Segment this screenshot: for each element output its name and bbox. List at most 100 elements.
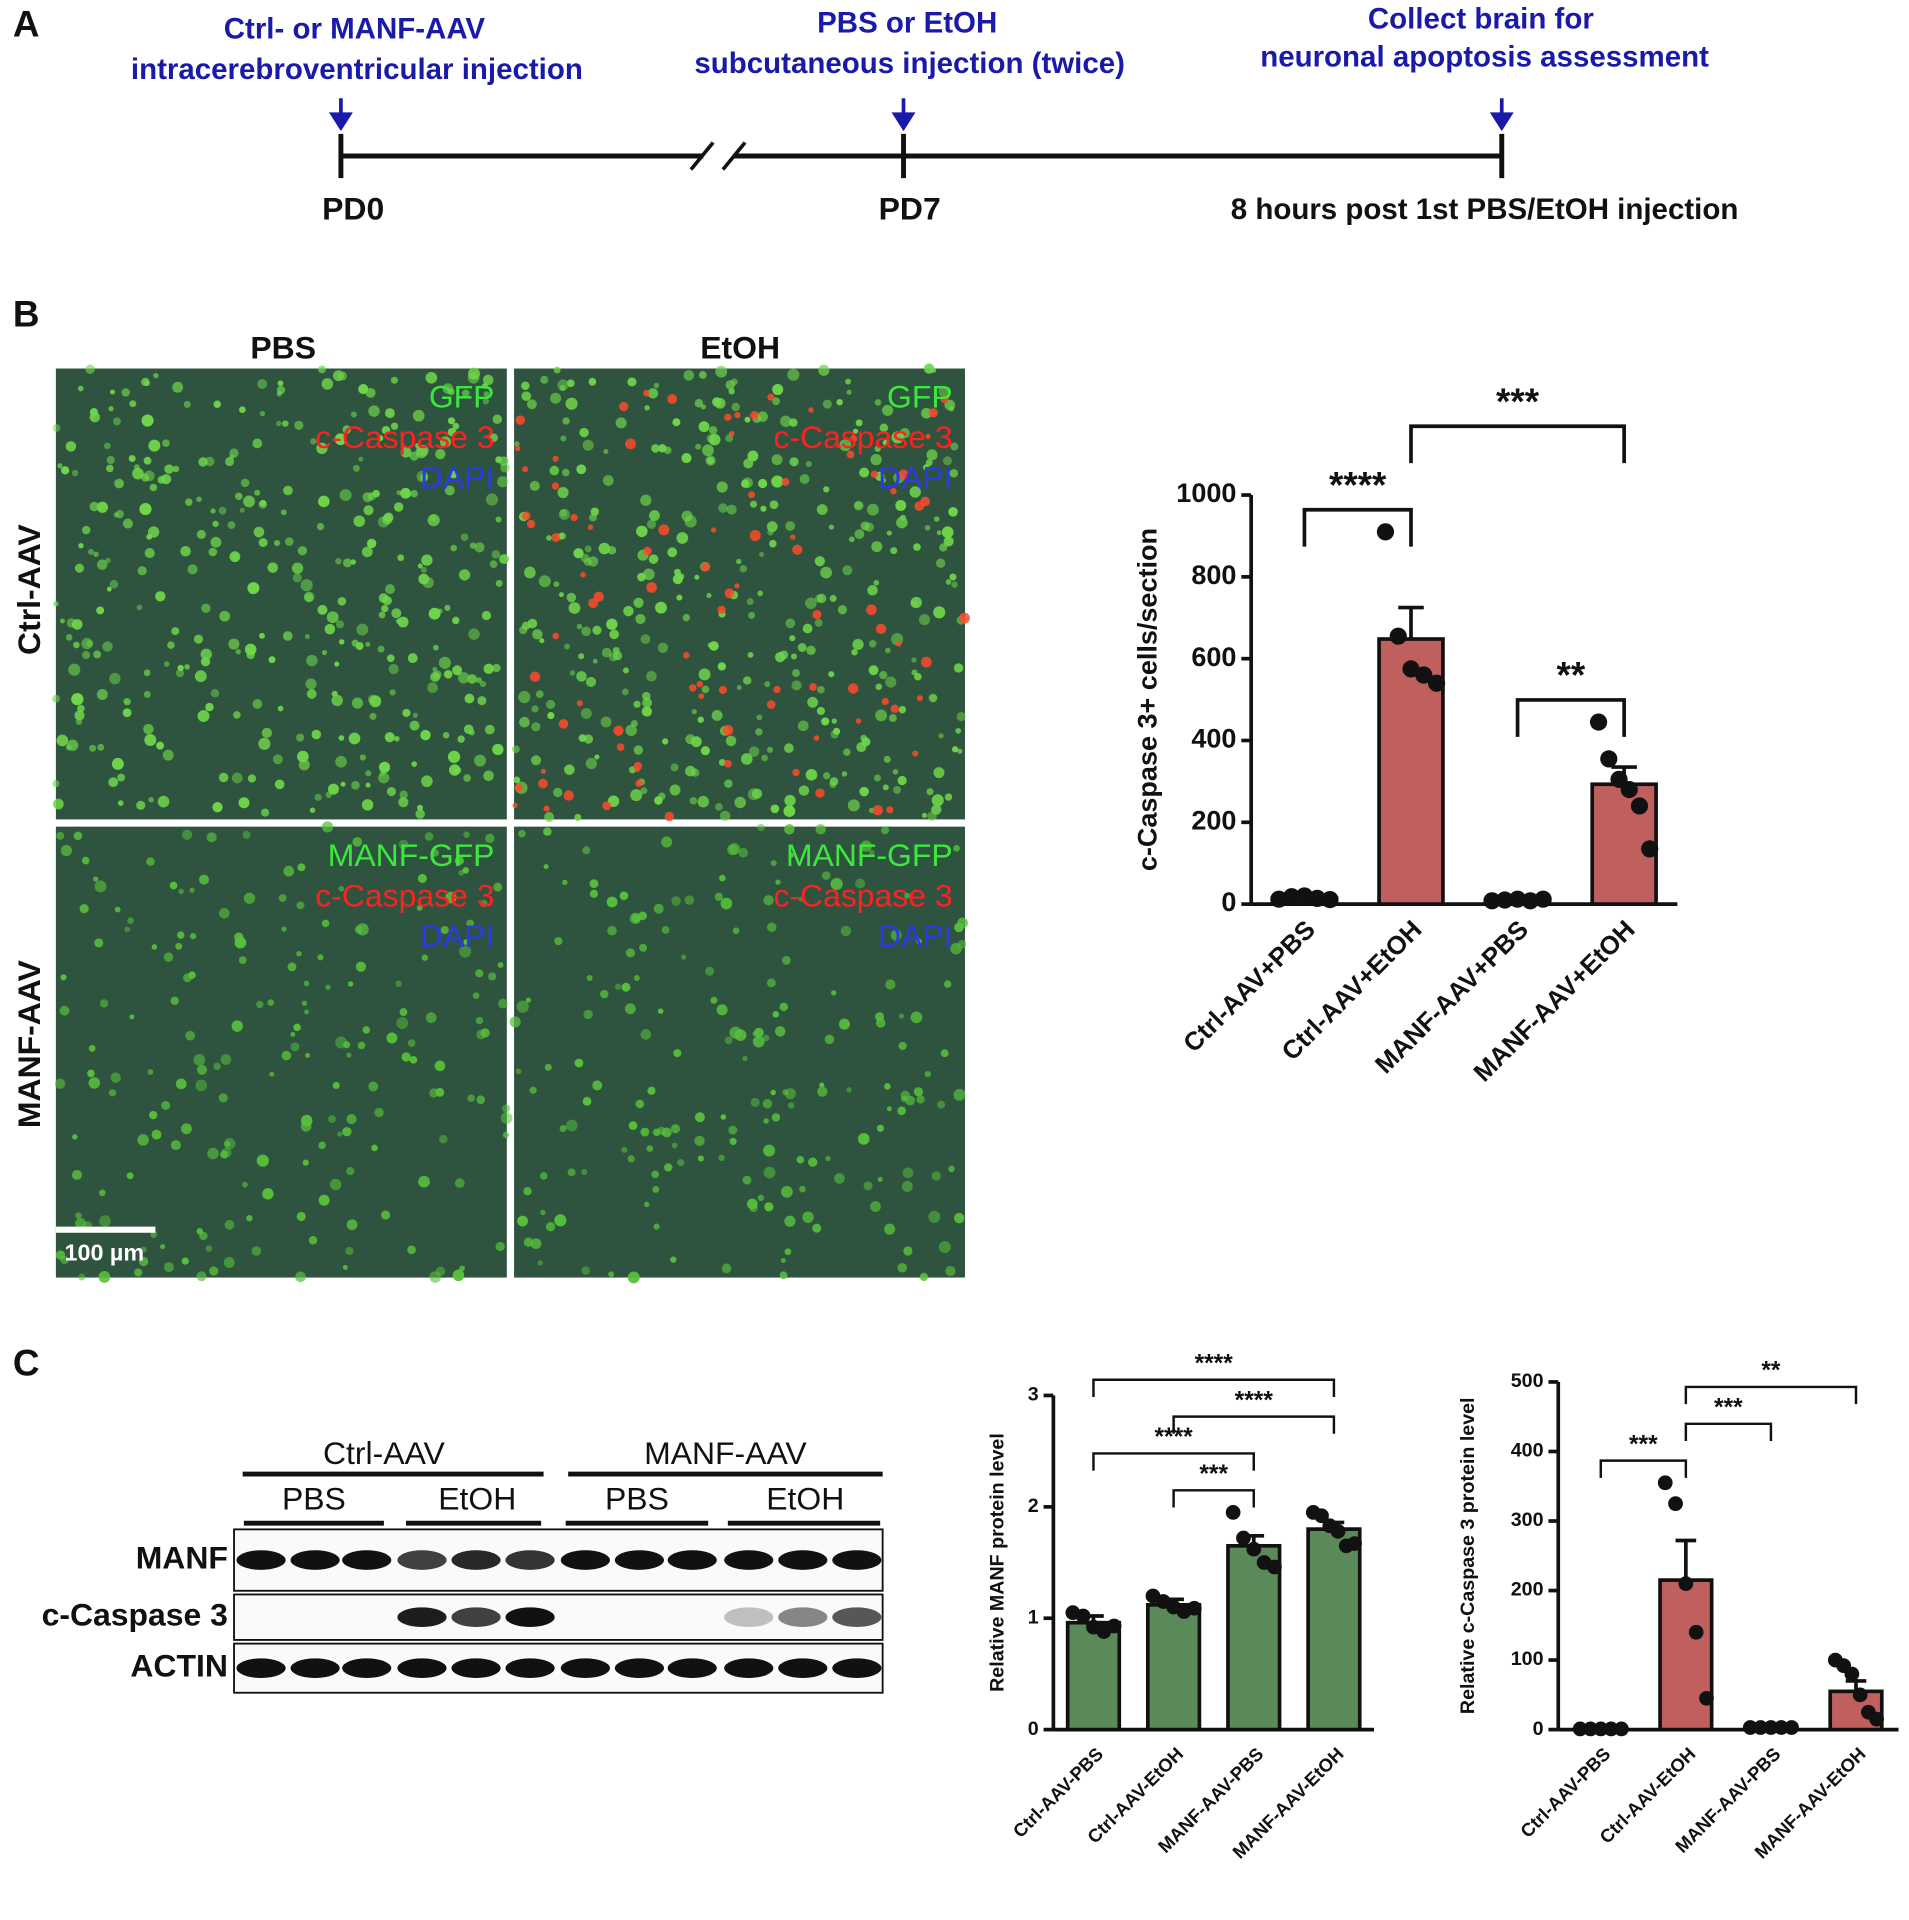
y-tick-label: 2 — [1028, 1495, 1039, 1517]
cell — [830, 877, 843, 891]
cell — [615, 417, 627, 429]
cell — [338, 885, 345, 892]
cell — [171, 627, 180, 636]
cell — [592, 625, 602, 635]
cell — [621, 688, 629, 696]
cell — [417, 563, 423, 569]
treatment-label: PBS — [605, 1481, 669, 1517]
cell — [355, 961, 367, 972]
cell — [53, 601, 59, 607]
cell — [231, 772, 243, 784]
cell — [855, 419, 863, 427]
cell — [421, 775, 433, 788]
apoptotic-cell — [847, 683, 859, 694]
y-axis-label: c-Caspase 3+ cells/section — [1132, 528, 1162, 871]
significance-label: **** — [1195, 1350, 1234, 1377]
cell — [388, 663, 399, 675]
cell — [386, 1032, 398, 1044]
cell — [346, 1114, 357, 1125]
cell — [938, 1241, 951, 1254]
cell — [798, 785, 810, 796]
event-label: 8 hours post 1st PBS/EtOH injection — [1231, 193, 1739, 226]
band — [832, 1550, 882, 1570]
cell — [821, 717, 830, 726]
cell — [698, 668, 711, 681]
cell — [143, 380, 150, 387]
cell — [951, 581, 958, 588]
apoptotic-cell — [643, 389, 650, 397]
cell — [784, 794, 796, 807]
cell — [386, 654, 395, 663]
cell — [440, 925, 449, 935]
cell — [94, 880, 107, 893]
cell — [447, 427, 457, 437]
cell — [439, 436, 452, 448]
cell — [526, 399, 537, 410]
cell — [816, 706, 825, 716]
cell — [407, 653, 418, 664]
cell — [407, 1039, 416, 1047]
cell — [427, 682, 438, 694]
cell — [948, 507, 958, 517]
cell — [899, 427, 910, 439]
cell — [132, 467, 144, 480]
cell — [479, 680, 487, 688]
cell — [606, 896, 618, 908]
cell — [854, 529, 865, 540]
cell — [357, 1041, 366, 1050]
cell — [576, 464, 587, 475]
cell — [416, 904, 423, 911]
cell — [859, 786, 869, 797]
cell — [427, 514, 440, 527]
cell — [463, 831, 470, 838]
bar — [1377, 637, 1445, 906]
cell — [197, 1064, 208, 1075]
cell — [377, 645, 385, 653]
cell — [352, 837, 363, 847]
cell — [719, 810, 731, 822]
cell — [169, 881, 178, 890]
cell — [815, 824, 826, 835]
cell — [646, 1145, 654, 1152]
cell — [789, 635, 796, 642]
cell — [139, 502, 152, 516]
cell — [106, 464, 114, 473]
stain-label: DAPI — [420, 460, 495, 496]
cell — [823, 486, 830, 493]
cell — [868, 640, 877, 648]
cell — [646, 519, 657, 529]
cell — [871, 541, 883, 553]
cell — [951, 746, 959, 753]
cell — [525, 997, 531, 1003]
apoptotic-cell — [928, 408, 938, 418]
cell — [953, 663, 964, 673]
cell — [137, 1134, 149, 1146]
cell — [653, 1223, 660, 1230]
cell — [715, 803, 723, 811]
cell — [218, 772, 229, 783]
cell — [500, 1112, 513, 1124]
cell — [521, 391, 532, 402]
cell — [161, 1100, 171, 1110]
data-point — [1583, 1721, 1598, 1737]
cell — [402, 708, 411, 717]
cell — [72, 1134, 78, 1140]
cell — [825, 1156, 831, 1162]
cell — [207, 1147, 219, 1160]
apoptotic-cell — [635, 779, 643, 787]
cell — [578, 653, 585, 660]
cell — [314, 793, 322, 801]
cell — [77, 385, 84, 392]
cell — [627, 1155, 635, 1163]
micrographs: GFP c-Caspase 3 DAPI GFP c-Caspase 3 DAPI MANF… — [52, 363, 970, 1284]
cell — [845, 378, 852, 385]
cell — [93, 650, 102, 659]
data-point — [1427, 674, 1446, 692]
cell — [600, 989, 609, 999]
cell — [479, 899, 488, 908]
cell — [580, 553, 590, 563]
cell — [554, 936, 563, 946]
cell — [856, 742, 867, 753]
cell — [458, 870, 465, 876]
cell — [812, 1223, 822, 1233]
